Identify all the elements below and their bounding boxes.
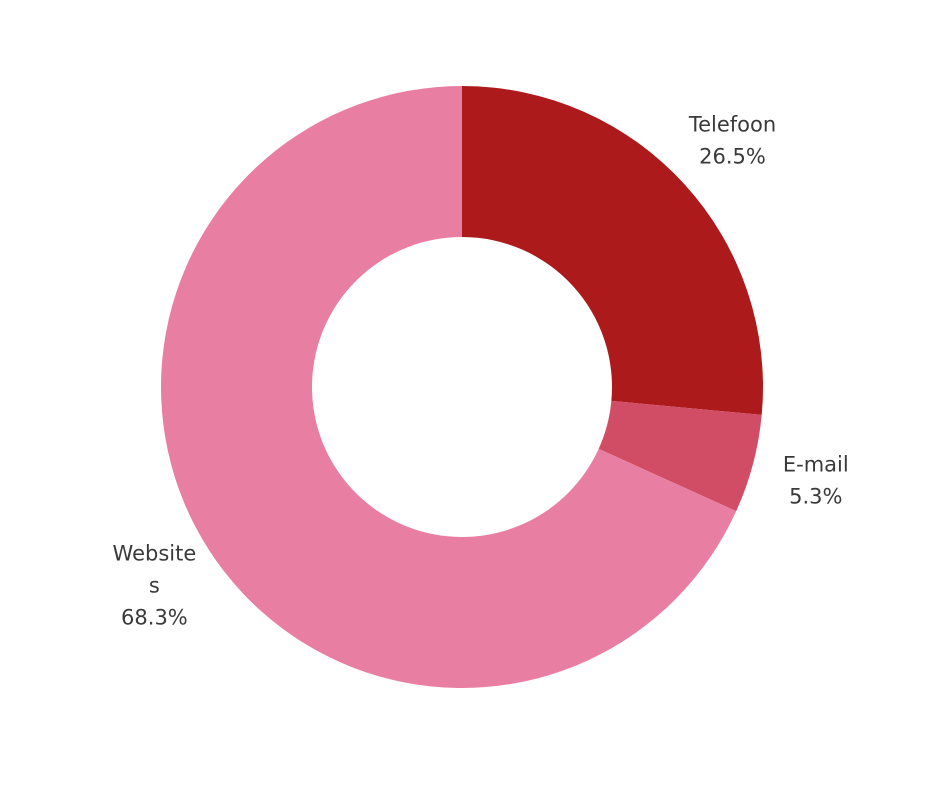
- slice-value-label: 68.3%: [121, 605, 188, 629]
- slice-e-mail: [598, 400, 762, 512]
- slice-value-label: 5.3%: [789, 485, 842, 509]
- slice-websites: [160, 86, 737, 688]
- slice-name-label: s: [149, 573, 160, 597]
- slice-value-label: 26.5%: [699, 144, 766, 168]
- slice-name-label: Website: [113, 541, 197, 565]
- slice-telefoon: [462, 86, 764, 415]
- slice-label-e-mail: E-mail 5.3%: [783, 453, 849, 509]
- donut-slices: [160, 86, 764, 688]
- slice-label-telefoon: Telefoon 26.5%: [688, 112, 776, 168]
- slice-name-label: E-mail: [783, 453, 849, 477]
- slice-label-websites: Website s 68.3%: [113, 541, 197, 629]
- slice-name-label: Telefoon: [688, 112, 776, 136]
- slice-labels: Telefoon 26.5% E-mail 5.3% Website s 68.3%: [113, 112, 849, 629]
